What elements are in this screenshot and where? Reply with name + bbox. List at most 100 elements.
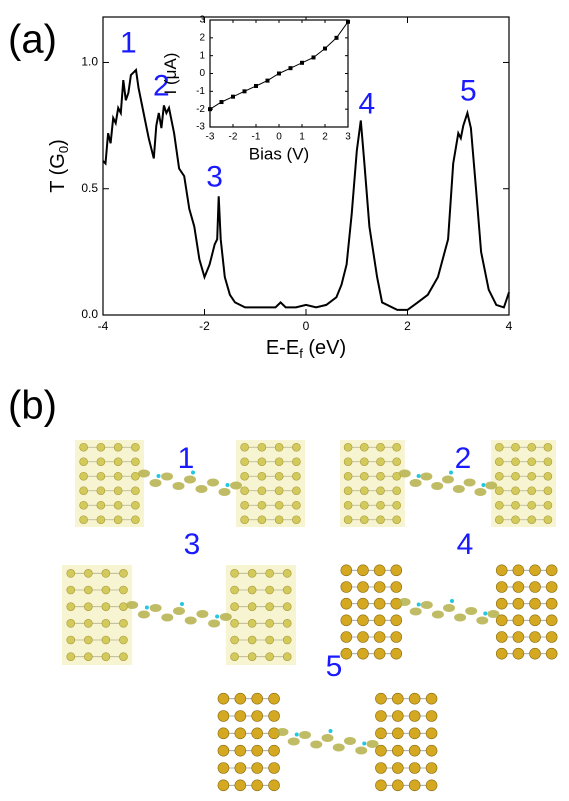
atom bbox=[240, 457, 249, 467]
x-tick-label: 3 bbox=[345, 132, 351, 143]
atom bbox=[425, 727, 438, 740]
atom bbox=[376, 457, 385, 467]
structure-label: 1 bbox=[178, 442, 195, 475]
molecule-orbital bbox=[344, 737, 356, 745]
atom bbox=[113, 515, 123, 525]
atom bbox=[268, 710, 280, 722]
atom bbox=[268, 779, 280, 792]
atom bbox=[217, 744, 230, 757]
atom bbox=[217, 692, 230, 705]
panel-label: (b) bbox=[8, 384, 57, 428]
atom bbox=[240, 500, 249, 510]
molecule-orbital bbox=[287, 737, 300, 746]
atom bbox=[131, 457, 140, 467]
y-tick-label: -1 bbox=[196, 86, 205, 97]
atom bbox=[357, 581, 369, 593]
atom bbox=[527, 500, 537, 510]
atom bbox=[527, 486, 537, 496]
atom bbox=[359, 471, 369, 481]
atom bbox=[274, 486, 284, 496]
atom bbox=[265, 652, 274, 661]
atom bbox=[359, 457, 369, 467]
atom bbox=[529, 564, 541, 577]
atom bbox=[251, 779, 263, 792]
molecule-orbital bbox=[310, 740, 323, 749]
hydrogen bbox=[416, 602, 421, 607]
atom bbox=[265, 619, 274, 628]
atom bbox=[79, 500, 88, 510]
atom bbox=[217, 762, 230, 774]
atom bbox=[268, 744, 280, 757]
atom bbox=[101, 619, 111, 628]
atom bbox=[292, 486, 301, 496]
atom bbox=[292, 515, 301, 525]
atom bbox=[357, 564, 369, 577]
atom bbox=[527, 471, 537, 481]
atom bbox=[66, 619, 76, 628]
atom bbox=[390, 564, 403, 577]
molecule-orbital bbox=[366, 740, 379, 748]
x-tick-label: -2 bbox=[229, 132, 238, 143]
atom bbox=[119, 569, 128, 578]
peak-label: 4 bbox=[359, 87, 376, 120]
atom bbox=[373, 614, 386, 627]
atom bbox=[425, 710, 438, 722]
atom bbox=[511, 515, 520, 525]
atom bbox=[343, 471, 353, 481]
atom bbox=[230, 635, 239, 645]
atom bbox=[257, 442, 267, 452]
molecule-orbital bbox=[207, 478, 219, 487]
atom bbox=[543, 471, 553, 481]
y-tick-label: 1.0 bbox=[81, 55, 98, 69]
atom bbox=[119, 635, 128, 645]
atom bbox=[234, 710, 247, 722]
structure-label: 3 bbox=[184, 528, 201, 561]
data-marker bbox=[288, 66, 293, 71]
molecule-orbital bbox=[138, 469, 150, 478]
atom bbox=[529, 581, 541, 593]
hydrogen bbox=[481, 483, 486, 487]
axis-label-part: ) bbox=[47, 139, 69, 146]
molecule-orbital bbox=[431, 610, 444, 619]
atom bbox=[268, 762, 280, 774]
atom bbox=[543, 500, 553, 510]
peak-label: 2 bbox=[153, 70, 170, 103]
atom bbox=[392, 515, 402, 525]
atom bbox=[511, 442, 520, 452]
atom bbox=[251, 692, 263, 705]
y-tick-label: 0 bbox=[199, 68, 205, 79]
atom bbox=[392, 457, 402, 467]
peak-label: 1 bbox=[120, 27, 137, 60]
molecule-orbital bbox=[126, 601, 139, 609]
atom bbox=[425, 744, 438, 757]
molecule-orbital bbox=[409, 607, 422, 616]
atom bbox=[494, 486, 504, 496]
atom bbox=[495, 614, 508, 627]
atom bbox=[392, 762, 404, 774]
y-tick-label: -3 bbox=[196, 122, 205, 133]
atom bbox=[359, 500, 369, 510]
isosurface bbox=[75, 440, 144, 527]
atom bbox=[494, 471, 504, 481]
atom bbox=[101, 602, 111, 611]
atom bbox=[343, 500, 353, 510]
x-tick-label: 2 bbox=[404, 319, 411, 333]
atom bbox=[357, 614, 369, 627]
atom bbox=[274, 442, 284, 452]
atom bbox=[265, 585, 274, 595]
atom bbox=[113, 471, 123, 481]
hydrogen bbox=[225, 483, 230, 487]
atom bbox=[66, 602, 76, 611]
atom bbox=[217, 710, 230, 722]
atom bbox=[545, 614, 558, 627]
molecule-orbital bbox=[208, 619, 221, 628]
atom bbox=[282, 619, 292, 628]
atom bbox=[292, 457, 301, 467]
atom bbox=[251, 710, 263, 722]
atom bbox=[529, 614, 541, 627]
atom bbox=[282, 602, 292, 611]
atom bbox=[512, 597, 525, 610]
atom bbox=[343, 515, 353, 525]
atom bbox=[527, 442, 537, 452]
molecule-orbital bbox=[173, 607, 185, 615]
